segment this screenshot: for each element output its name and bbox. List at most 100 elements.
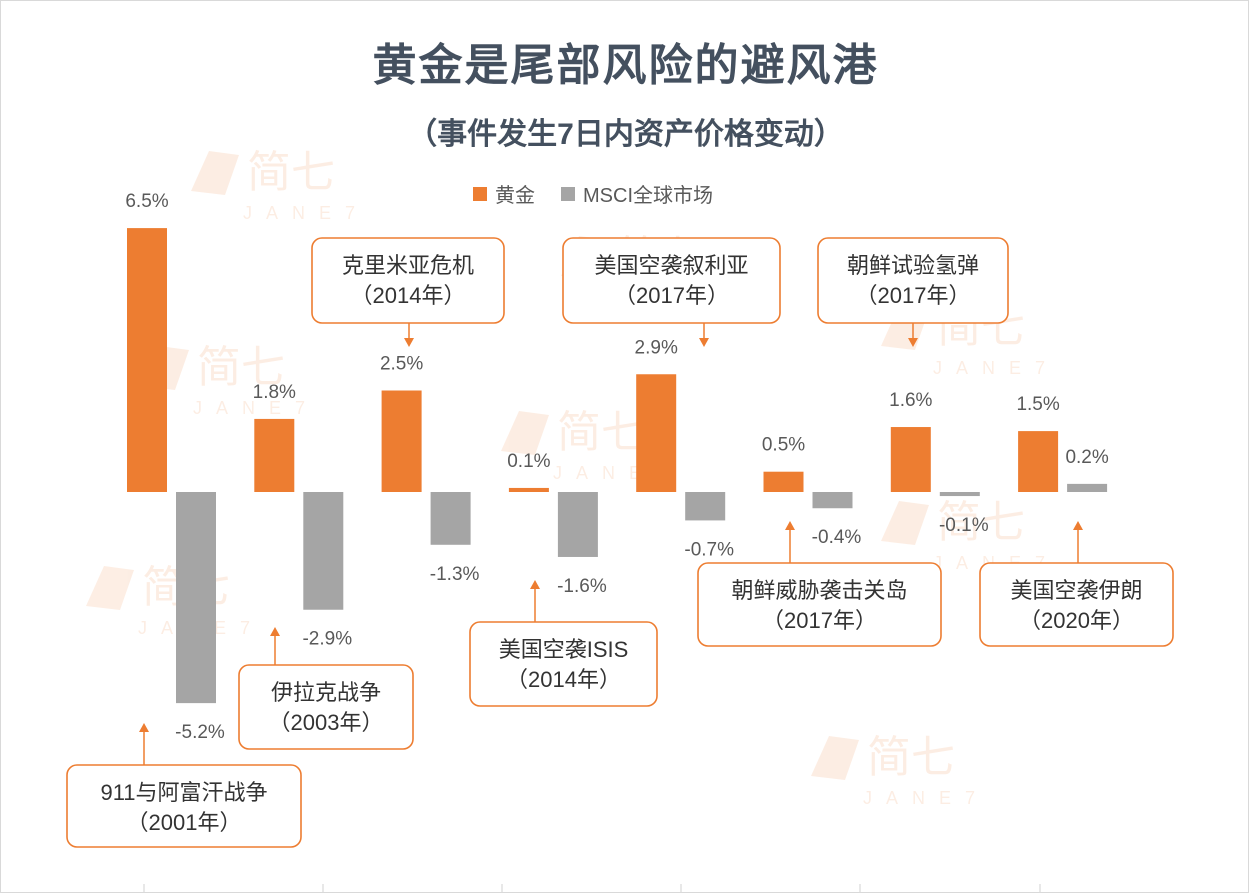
callout-event-name: 克里米亚危机 — [342, 253, 474, 278]
arrow-down-icon — [699, 338, 709, 347]
gold-bar — [890, 427, 931, 492]
callout-event-name: 911与阿富汗战争 — [100, 780, 267, 805]
callout-box — [238, 664, 414, 750]
chart-title: 黄金是尾部风险的避风港 — [372, 41, 879, 90]
callout-event-year: （2001年） — [127, 810, 242, 835]
watermark-logo-icon — [811, 736, 859, 780]
callout-box — [562, 237, 781, 324]
callout-event-name: 朝鲜威胁袭击关岛 — [731, 578, 907, 603]
callout-layer: 911与阿富汗战争 （2001年） 伊拉克战争 （2003年） 克里米亚危机 （2014年… — [66, 237, 1174, 848]
watermark-logo-icon — [501, 411, 549, 455]
watermark-text: 简七 — [247, 148, 335, 197]
callout-event-name: 朝鲜试验氢弹 — [847, 253, 979, 278]
arrow-up-icon — [785, 521, 795, 530]
callout-box — [311, 237, 505, 324]
watermark-text-en: JANE7 — [863, 788, 989, 808]
callout-event-year: （2020年） — [1019, 608, 1134, 633]
callout-event-year: （2017年） — [856, 283, 971, 308]
legend-swatch-gold — [473, 186, 487, 201]
callout-box — [979, 562, 1174, 647]
msci-bar — [303, 492, 344, 610]
watermark-logo-icon — [191, 151, 239, 195]
gold-data-label: 1.5% — [1016, 394, 1059, 415]
callout-event-year: （2017年） — [762, 608, 877, 633]
event-callout: 克里米亚危机 （2014年） — [311, 237, 505, 347]
msci-data-label: -5.2% — [175, 722, 225, 743]
watermark-text: 简七 — [867, 733, 955, 782]
callout-box — [817, 237, 1009, 324]
callout-event-name: 美国空袭伊朗 — [1010, 578, 1142, 603]
msci-bar — [557, 492, 598, 557]
callout-event-year: （2003年） — [269, 710, 384, 735]
arrow-down-icon — [404, 338, 414, 347]
event-callout: 美国空袭伊朗 （2020年） — [979, 521, 1174, 647]
msci-data-label: -0.4% — [812, 527, 862, 548]
event-callout: 伊拉克战争 （2003年） — [238, 627, 414, 750]
callout-box — [697, 562, 942, 647]
arrow-up-icon — [530, 580, 540, 589]
msci-bar — [176, 492, 216, 704]
gold-bar — [508, 487, 549, 492]
msci-data-label: -1.6% — [557, 576, 607, 597]
bottom-axis-ticks — [143, 884, 1041, 892]
msci-data-label: -1.3% — [430, 564, 480, 585]
callout-event-year: （2014年） — [506, 667, 621, 692]
gold-bar — [254, 418, 295, 492]
callout-event-year: （2014年） — [351, 283, 466, 308]
callout-box — [66, 764, 302, 848]
event-callout: 朝鲜威胁袭击关岛 （2017年） — [697, 521, 942, 647]
gold-data-label: 0.1% — [507, 451, 550, 472]
event-callout: 911与阿富汗战争 （2001年） — [66, 723, 302, 848]
event-callout: 美国空袭ISIS （2014年） — [469, 580, 658, 707]
watermark-text: 简七 — [197, 343, 285, 392]
gold-data-label: 6.5% — [125, 191, 168, 212]
callout-event-year: （2017年） — [614, 283, 729, 308]
arrow-up-icon — [1073, 521, 1083, 530]
callout-event-name: 伊拉克战争 — [271, 680, 381, 705]
callout-event-name: 美国空袭ISIS — [499, 637, 629, 662]
arrow-down-icon — [908, 338, 918, 347]
msci-data-label: -0.7% — [684, 539, 734, 560]
watermark-text-en: JANE7 — [193, 398, 319, 418]
callout-box — [469, 621, 658, 707]
arrow-up-icon — [139, 723, 149, 732]
legend-label-gold: 黄金 — [495, 185, 535, 207]
legend-item-msci: MSCI全球市场 — [561, 179, 713, 208]
legend: 黄金 MSCI全球市场 — [473, 179, 739, 208]
watermark-text: 简七 — [557, 408, 645, 457]
msci-data-label: -2.9% — [302, 629, 352, 650]
watermark: 简七 JANE7 — [141, 343, 319, 418]
arrow-up-icon — [270, 627, 280, 636]
msci-data-label: -0.1% — [939, 515, 989, 536]
watermark-text-en: JANE7 — [933, 358, 1059, 378]
gold-bar — [1018, 431, 1059, 492]
gold-bar — [636, 374, 677, 492]
legend-swatch-msci — [561, 186, 575, 201]
msci-data-label: 0.2% — [1065, 447, 1108, 468]
bar-layer — [127, 228, 1108, 704]
msci-bar — [939, 492, 980, 497]
gold-bar — [763, 471, 804, 492]
gold-data-label: 2.9% — [635, 337, 678, 358]
gold-data-label: 0.5% — [762, 435, 805, 456]
gold-data-label: 2.5% — [380, 354, 423, 375]
msci-bar — [1067, 483, 1108, 492]
watermark: 简七 JANE7 — [811, 733, 989, 808]
gold-bar — [381, 390, 422, 492]
data-label-layer: 6.5% -5.2% 1.8% -2.9% 2.5% -1.3% 0.1% -1.6% 2.9%… — [125, 191, 1109, 743]
watermark-text: 简七 — [937, 498, 1025, 547]
event-callout: 美国空袭叙利亚 （2017年） — [562, 237, 781, 347]
callout-event-name: 美国空袭叙利亚 — [594, 253, 748, 278]
gold-bar — [127, 228, 167, 492]
event-callout: 朝鲜试验氢弹 （2017年） — [817, 237, 1009, 347]
msci-bar — [430, 492, 471, 545]
msci-bar — [812, 492, 853, 509]
watermark-logo-icon — [86, 566, 134, 610]
watermark-logo-icon — [881, 501, 929, 545]
legend-item-gold: 黄金 — [473, 179, 535, 208]
